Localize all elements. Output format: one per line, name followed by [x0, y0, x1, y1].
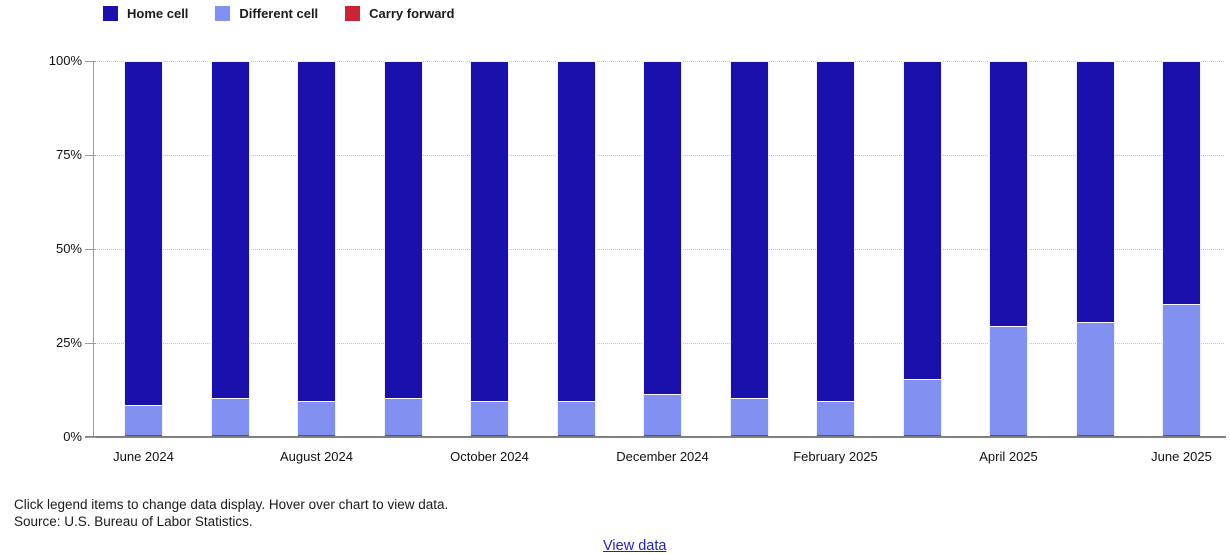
- segment-different-cell[interactable]: [644, 393, 681, 436]
- segment-different-cell[interactable]: [125, 405, 162, 436]
- y-tick: [85, 437, 96, 438]
- bar-april-2025[interactable]: [989, 61, 1028, 437]
- segment-home-cell[interactable]: [125, 61, 162, 406]
- x-axis-label: June 2024: [113, 449, 174, 464]
- y-tick: [85, 249, 96, 250]
- bar-june-2025[interactable]: [1162, 61, 1201, 437]
- y-axis-label: 0%: [63, 429, 82, 444]
- bar-november-2024[interactable]: [556, 61, 596, 437]
- bar-march-2025[interactable]: [902, 61, 942, 437]
- view-data-link[interactable]: View data: [603, 538, 667, 554]
- segment-different-cell[interactable]: [298, 401, 335, 436]
- y-tick: [85, 61, 96, 62]
- segment-home-cell[interactable]: [990, 61, 1027, 327]
- chart-footer: Click legend items to change data displa…: [14, 496, 448, 530]
- segment-home-cell[interactable]: [471, 61, 508, 402]
- segment-different-cell[interactable]: [211, 397, 249, 436]
- segment-different-cell[interactable]: [557, 401, 595, 436]
- legend-item-carry-forward[interactable]: Carry forward: [345, 6, 454, 21]
- bar-february-2025[interactable]: [816, 61, 855, 437]
- segment-home-cell[interactable]: [1076, 61, 1114, 323]
- x-axis-label: February 2025: [793, 449, 878, 464]
- segment-home-cell[interactable]: [644, 61, 681, 394]
- y-axis-label: 75%: [55, 147, 82, 162]
- segment-home-cell[interactable]: [557, 61, 595, 402]
- segment-home-cell[interactable]: [817, 61, 854, 402]
- footer-source: Source: U.S. Bureau of Labor Statistics.: [14, 514, 253, 529]
- segment-different-cell[interactable]: [903, 378, 941, 436]
- bar-october-2024[interactable]: [470, 61, 509, 437]
- segment-home-cell[interactable]: [1163, 61, 1200, 304]
- x-axis-line: [85, 436, 1226, 438]
- chart-legend: Home cell Different cell Carry forward: [103, 6, 454, 21]
- bar-september-2024[interactable]: [383, 61, 423, 437]
- legend-swatch: [345, 6, 361, 21]
- legend-label: Different cell: [239, 6, 319, 21]
- bar-may-2025[interactable]: [1075, 61, 1115, 437]
- segment-different-cell[interactable]: [817, 401, 854, 436]
- segment-different-cell[interactable]: [471, 401, 508, 436]
- segment-different-cell[interactable]: [1076, 322, 1114, 436]
- legend-item-different-cell[interactable]: Different cell: [215, 6, 318, 21]
- segment-home-cell[interactable]: [384, 61, 422, 398]
- x-axis-label: June 2025: [1151, 449, 1212, 464]
- x-axis-label: August 2024: [279, 449, 354, 464]
- bar-january-2025[interactable]: [729, 61, 769, 437]
- segment-home-cell[interactable]: [730, 61, 768, 398]
- bar-august-2024[interactable]: [297, 61, 336, 437]
- bar-june-2024[interactable]: [124, 61, 163, 437]
- x-axis-label: April 2025: [979, 449, 1038, 464]
- footer-instructions: Click legend items to change data displa…: [14, 497, 449, 512]
- legend-swatch: [215, 6, 231, 21]
- y-axis-label: 25%: [55, 335, 82, 350]
- legend-swatch: [103, 6, 118, 21]
- legend-label: Home cell: [127, 6, 189, 21]
- segment-different-cell[interactable]: [990, 326, 1027, 436]
- segment-different-cell[interactable]: [384, 397, 422, 436]
- legend-item-home-cell[interactable]: Home cell: [103, 6, 188, 21]
- y-tick: [85, 155, 96, 156]
- bar-july-2024[interactable]: [210, 61, 250, 437]
- segment-different-cell[interactable]: [730, 397, 768, 436]
- x-axis-label: December 2024: [616, 449, 709, 464]
- legend-label: Carry forward: [369, 6, 455, 21]
- y-axis-label: 50%: [55, 241, 82, 256]
- y-tick: [85, 343, 96, 344]
- segment-different-cell[interactable]: [1163, 303, 1200, 436]
- segment-home-cell[interactable]: [298, 61, 335, 402]
- y-axis-label: 100%: [48, 53, 82, 68]
- x-axis-label: October 2024: [450, 449, 529, 464]
- bar-december-2024[interactable]: [643, 61, 682, 437]
- segment-home-cell[interactable]: [903, 61, 941, 379]
- plot-area: [93, 61, 1224, 437]
- segment-home-cell[interactable]: [211, 61, 249, 398]
